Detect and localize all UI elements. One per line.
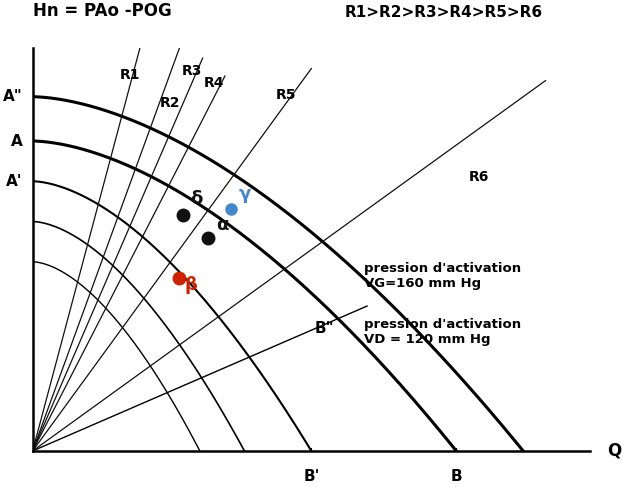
Text: R3: R3 xyxy=(181,64,202,77)
Text: A': A' xyxy=(6,174,22,189)
Text: R4: R4 xyxy=(204,75,224,90)
Text: R6: R6 xyxy=(468,170,489,184)
Text: R1: R1 xyxy=(120,68,140,82)
Text: β: β xyxy=(184,276,197,294)
Text: R2: R2 xyxy=(160,96,181,110)
Text: γ: γ xyxy=(239,186,251,204)
Text: δ: δ xyxy=(190,190,202,208)
Text: A": A" xyxy=(3,89,22,104)
Text: R5: R5 xyxy=(276,88,297,102)
Text: Q: Q xyxy=(607,442,621,460)
Text: R1>R2>R3>R4>R5>R6: R1>R2>R3>R4>R5>R6 xyxy=(345,5,543,20)
Text: A: A xyxy=(11,133,22,149)
Text: B: B xyxy=(450,469,462,484)
Text: Hn = PAo -POG: Hn = PAo -POG xyxy=(32,2,171,20)
Text: B": B" xyxy=(314,320,334,336)
Text: B': B' xyxy=(303,469,320,484)
Text: pression d'activation
VG=160 mm Hg: pression d'activation VG=160 mm Hg xyxy=(364,262,521,290)
Text: pression d'activation
VD = 120 mm Hg: pression d'activation VD = 120 mm Hg xyxy=(364,318,521,346)
Text: α: α xyxy=(217,216,229,234)
